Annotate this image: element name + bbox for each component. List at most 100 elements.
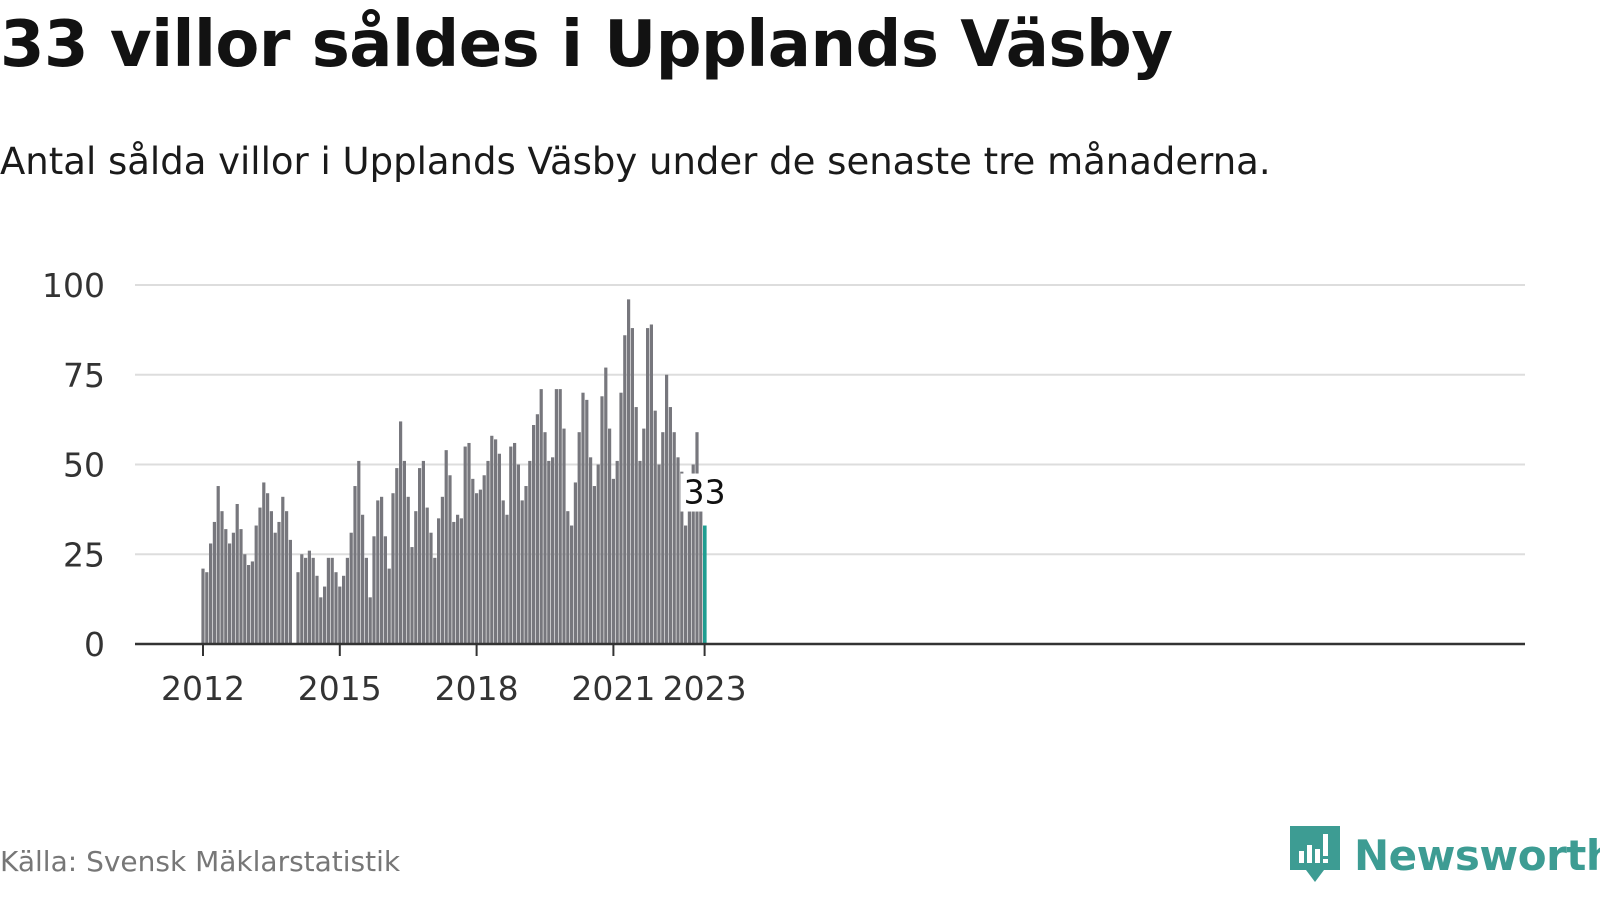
bar: [596, 464, 600, 644]
bar: [231, 532, 235, 644]
bar: [440, 496, 444, 644]
bar: [262, 482, 266, 644]
brand-name: Newsworthy: [1354, 830, 1600, 880]
bar: [524, 486, 528, 644]
bar: [634, 407, 638, 644]
bar: [307, 550, 311, 644]
bar: [266, 493, 270, 644]
bar: [554, 389, 558, 644]
bar: [437, 518, 441, 644]
bar: [239, 529, 243, 644]
bar: [300, 554, 304, 644]
x-tick-label: 2012: [161, 669, 245, 708]
bar: [421, 460, 425, 644]
bar: [649, 324, 653, 644]
source-note: Källa: Svensk Mäklarstatistik: [0, 845, 401, 878]
bar: [687, 486, 691, 644]
bar: [539, 389, 543, 644]
x-tick-label: 2015: [298, 669, 382, 708]
bar: [615, 460, 619, 644]
bar: [486, 460, 490, 644]
x-tick-label: 2018: [435, 669, 519, 708]
highlight-value-label: 33: [684, 473, 726, 512]
bar: [254, 525, 258, 644]
bar: [247, 565, 251, 644]
bar: [311, 557, 315, 644]
bar: [684, 525, 688, 644]
bar: [338, 586, 342, 644]
bar: [608, 428, 612, 644]
bar: [699, 511, 703, 644]
bar: [501, 500, 505, 644]
x-tick-label: 2023: [663, 669, 747, 708]
bar: [653, 410, 657, 644]
bar: [399, 421, 403, 644]
y-tick-label: 50: [63, 446, 105, 485]
bar: [577, 432, 581, 644]
bar: [368, 597, 372, 644]
bar: [630, 328, 634, 644]
y-tick-label: 25: [63, 535, 105, 574]
bar: [532, 425, 536, 644]
bar: [581, 392, 585, 644]
bar: [459, 518, 463, 644]
bar: [243, 554, 247, 644]
bar: [661, 432, 665, 644]
bar: [273, 532, 277, 644]
bar: [516, 464, 520, 644]
bar: [528, 460, 532, 644]
bar: [387, 568, 391, 644]
bar: [551, 457, 555, 644]
bar: [345, 557, 349, 644]
bar: [482, 475, 486, 644]
bar: [494, 439, 498, 644]
bar: [269, 511, 273, 644]
bar: [642, 428, 646, 644]
bar: [509, 446, 513, 644]
bar: [497, 453, 501, 644]
bar: [623, 335, 627, 644]
bar: [323, 586, 327, 644]
bar: [665, 374, 669, 644]
bar: [205, 572, 209, 644]
bar: [402, 460, 406, 644]
bar: [448, 475, 452, 644]
bar: [258, 507, 262, 644]
bar: [250, 561, 254, 644]
bar: [646, 328, 650, 644]
bar: [361, 514, 365, 644]
bar: [585, 399, 589, 644]
bar: [353, 486, 357, 644]
bar: [463, 446, 467, 644]
y-axis-ticks: 0 25 50 75 100: [42, 266, 105, 664]
bar: [391, 493, 395, 644]
bar: [334, 572, 338, 644]
bar: [414, 511, 418, 644]
bar: [471, 478, 475, 644]
brand[interactable]: Newsworthy: [1290, 825, 1600, 885]
bar: [589, 457, 593, 644]
bar: [566, 511, 570, 644]
bar: [212, 521, 216, 644]
bar: [357, 460, 361, 644]
bar: [668, 407, 672, 644]
data-label-background: [680, 473, 729, 512]
bar: [288, 539, 292, 644]
bar: [209, 543, 213, 644]
y-tick-label: 0: [84, 625, 105, 664]
bar: [478, 489, 482, 644]
bar: [281, 496, 285, 644]
bar: [558, 389, 562, 644]
data-labels: 33: [680, 473, 729, 512]
bar: [383, 536, 387, 644]
gridlines: [135, 284, 1525, 556]
bar: [277, 521, 281, 644]
bar: [220, 511, 224, 644]
bar: [224, 529, 228, 644]
bar: [570, 525, 574, 644]
bar: [456, 514, 460, 644]
bar: [535, 414, 539, 644]
bar: [216, 486, 220, 644]
bar-series: [201, 299, 707, 644]
